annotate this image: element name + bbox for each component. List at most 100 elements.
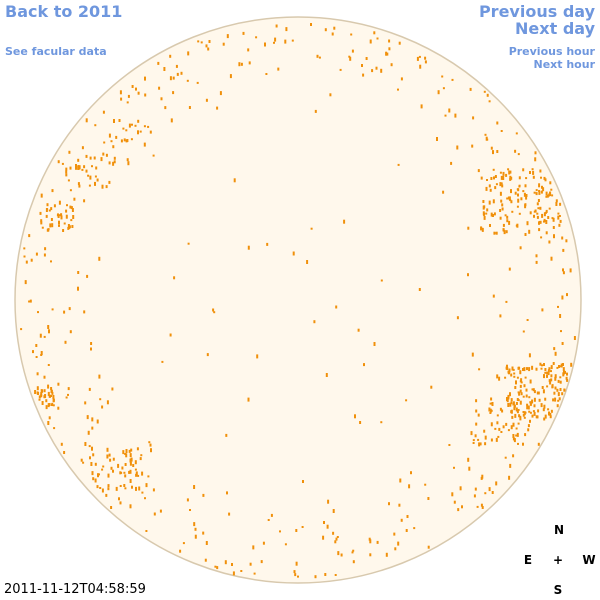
- facula: [491, 402, 494, 406]
- facula: [365, 57, 368, 60]
- facula: [279, 530, 281, 533]
- facula: [498, 376, 501, 381]
- facula: [334, 574, 337, 576]
- facula: [535, 192, 538, 196]
- facula: [69, 166, 72, 170]
- facula: [499, 182, 502, 187]
- facula: [499, 171, 502, 174]
- facula: [71, 208, 74, 212]
- facula: [540, 403, 543, 408]
- facula: [83, 199, 86, 203]
- facula: [557, 305, 559, 308]
- facula: [499, 191, 502, 196]
- facula: [506, 364, 508, 368]
- facula: [329, 93, 332, 97]
- facula: [541, 364, 543, 367]
- facula: [493, 231, 496, 235]
- facula: [247, 48, 250, 52]
- facula: [550, 256, 553, 261]
- facula: [549, 181, 552, 185]
- facula: [225, 433, 228, 437]
- facula: [485, 186, 488, 191]
- facula: [131, 85, 134, 88]
- facula: [509, 392, 511, 397]
- facula: [43, 375, 46, 379]
- facula: [515, 380, 517, 385]
- facula: [60, 213, 63, 217]
- facula: [472, 439, 475, 442]
- facula: [332, 531, 335, 535]
- previous-hour-link[interactable]: Previous hour: [508, 45, 595, 58]
- facula: [194, 534, 197, 539]
- facula: [523, 416, 526, 419]
- previous-day-link[interactable]: Previous day: [478, 2, 595, 21]
- facula: [351, 49, 354, 53]
- facula: [550, 365, 553, 370]
- facula: [529, 171, 531, 174]
- facula: [115, 135, 118, 139]
- facula: [518, 414, 521, 418]
- facula: [65, 209, 68, 213]
- facula: [496, 121, 499, 125]
- facula: [373, 342, 376, 346]
- facula: [100, 157, 103, 162]
- facula: [474, 434, 477, 438]
- facula: [490, 177, 493, 180]
- facula: [457, 508, 460, 512]
- facula: [85, 154, 88, 158]
- facula: [71, 225, 74, 228]
- facula: [559, 202, 562, 206]
- facula: [206, 353, 209, 357]
- facula: [397, 88, 399, 91]
- facula: [41, 226, 44, 229]
- facula: [386, 52, 389, 56]
- back-link[interactable]: Back to 2011: [5, 2, 123, 21]
- facula: [543, 417, 546, 421]
- facula: [65, 173, 68, 177]
- facula: [552, 226, 555, 229]
- facula: [489, 402, 492, 405]
- facula: [134, 124, 137, 127]
- facular-link[interactable]: See facular data: [5, 45, 107, 58]
- facula: [44, 394, 47, 398]
- facula: [505, 173, 508, 177]
- facula: [340, 553, 343, 557]
- facula: [484, 133, 487, 136]
- facula: [565, 239, 568, 243]
- facula: [405, 399, 408, 402]
- facula: [559, 314, 562, 318]
- facula: [507, 168, 510, 171]
- facula: [86, 274, 89, 278]
- facula: [93, 156, 96, 160]
- facula: [413, 527, 416, 530]
- facula: [547, 372, 550, 376]
- facula: [310, 23, 312, 26]
- facula: [78, 184, 81, 188]
- facula: [172, 91, 175, 95]
- facula: [335, 305, 338, 309]
- next-hour-link[interactable]: Next hour: [533, 58, 596, 71]
- facula: [506, 219, 509, 223]
- facula: [129, 479, 132, 483]
- facula: [559, 365, 562, 368]
- facula: [361, 64, 363, 67]
- facula: [343, 219, 346, 224]
- facula: [318, 56, 321, 59]
- facula: [380, 68, 383, 73]
- facula: [144, 93, 147, 97]
- facula: [498, 427, 501, 431]
- facula: [533, 390, 536, 394]
- facula: [502, 425, 505, 429]
- next-day-link[interactable]: Next day: [515, 19, 595, 38]
- facula: [253, 572, 256, 575]
- facula: [161, 360, 164, 363]
- facula: [492, 150, 494, 155]
- facula: [120, 139, 123, 143]
- facula: [376, 540, 379, 544]
- facula: [89, 456, 91, 460]
- facula: [526, 403, 529, 406]
- facula: [525, 388, 528, 392]
- facula: [519, 384, 522, 388]
- facula: [557, 212, 560, 215]
- facula: [226, 34, 229, 39]
